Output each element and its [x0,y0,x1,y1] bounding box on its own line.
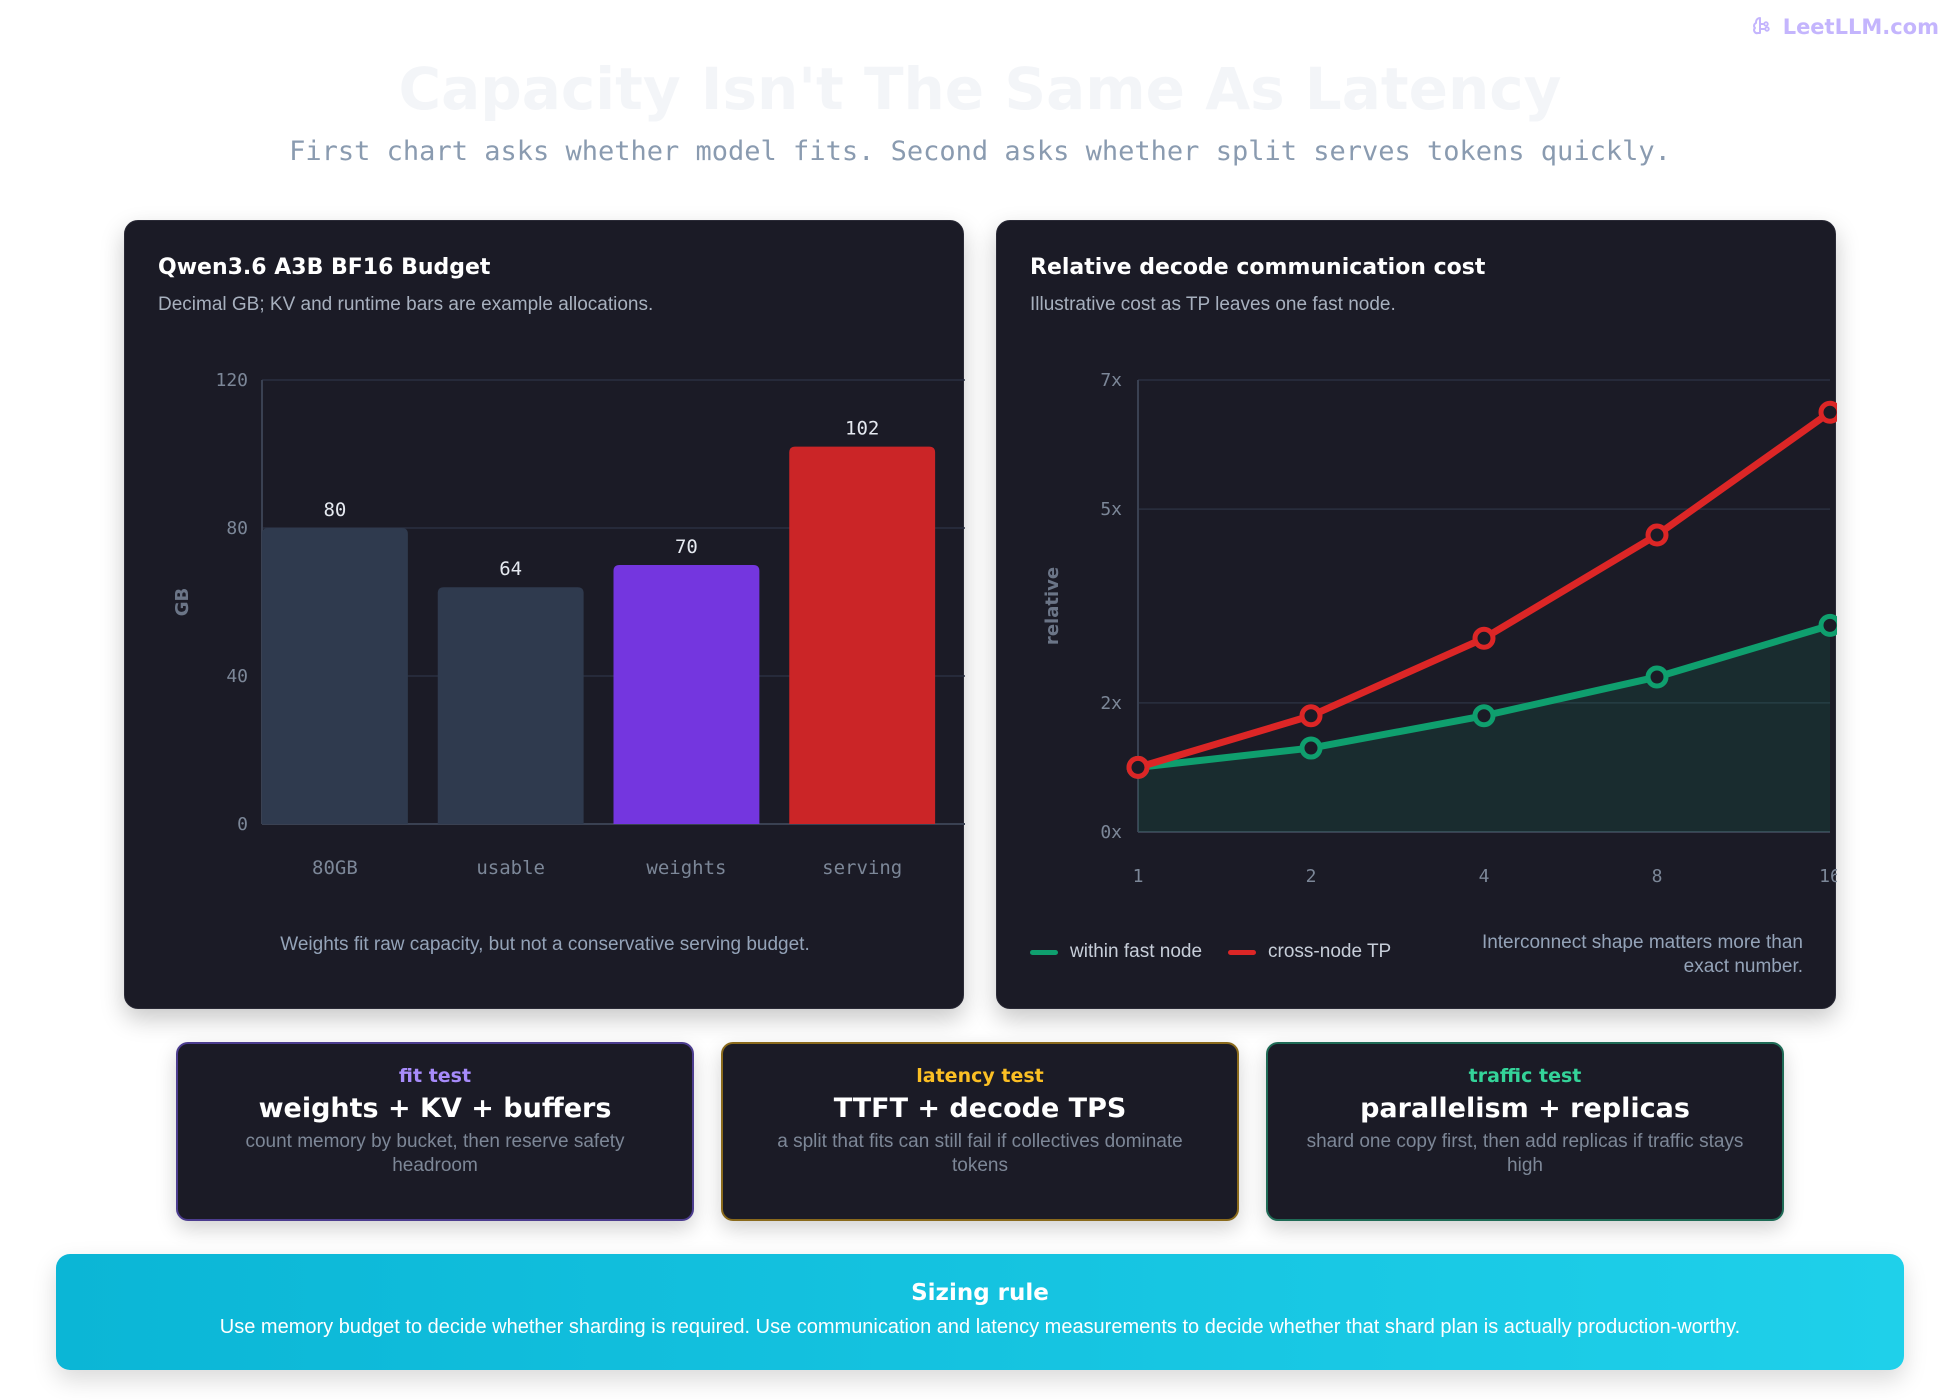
brain-icon [1752,17,1770,35]
y-tick-label: 120 [215,370,248,391]
data-point [1299,736,1323,760]
test-heading: parallelism + replicas [1360,1093,1690,1124]
y-tick-label: 80 [226,518,248,539]
brand-name: LeetLLM.com [1782,15,1939,39]
legend-label: cross-node TP [1268,941,1392,962]
y-tick-label: 7x [1100,370,1122,391]
x-tick-label: serving [822,857,902,879]
data-point [1818,613,1837,637]
chart-title: Relative decode communication cost [1030,255,1486,280]
bar-80GB [262,528,408,824]
y-tick-label: 2x [1100,693,1122,714]
chart-title: Qwen3.6 A3B BF16 Budget [158,255,491,280]
x-tick-label: weights [646,857,726,879]
x-tick-label: 2 [1306,866,1317,887]
x-tick-label: 80GB [312,857,358,879]
data-point [1645,665,1669,689]
test-kicker: fit test [398,1065,472,1087]
rule-text: Use memory budget to decide whether shar… [219,1316,1741,1338]
bar-value-label: 102 [845,418,879,440]
chart-note: Interconnect shape matters more than exa… [1481,932,1803,977]
test-description: a split that fits can still fail if coll… [777,1131,1183,1176]
y-axis-label: relative [1042,567,1063,645]
test-kicker: traffic test [1468,1065,1582,1087]
brand-logo[interactable]: LeetLLM.com [1751,15,1939,39]
test-heading: weights + KV + buffers [258,1093,612,1124]
legend-item-within-fast-node: within fast node [1030,941,1202,963]
test-description: count memory by bucket, then reserve saf… [245,1131,625,1176]
data-point [1472,704,1496,728]
chart-subtitle: Decimal GB; KV and runtime bars are exam… [158,294,654,315]
sizing-rule-banner: Sizing rule Use memory budget to decide … [56,1254,1904,1370]
x-tick-label: 1 [1133,866,1144,887]
y-tick-label: 0x [1100,822,1122,843]
chart-caption: Weights fit raw capacity, but not a cons… [280,934,810,955]
y-tick-label: 40 [226,666,248,687]
comm-cost-chart-card: Relative decode communication cost Illus… [996,220,1837,1009]
legend-swatch [1030,949,1058,955]
data-point [1818,400,1837,424]
y-tick-label: 0 [237,814,248,835]
bar-value-label: 70 [675,536,698,558]
test-heading: TTFT + decode TPS [833,1093,1127,1124]
test-card-traffic: traffic test parallelism + replicas shar… [1266,1042,1784,1221]
data-point [1472,626,1496,650]
bar-serving [789,446,936,824]
legend-label: within fast node [1070,941,1203,962]
test-kicker: latency test [916,1065,1044,1087]
y-axis-label: GB [172,588,193,617]
chart-legend: within fast node cross-node TP [1030,941,1391,963]
bar-weights [613,565,760,824]
page-title: Capacity Isn't The Same As Latency [398,55,1562,123]
data-point [1126,755,1150,779]
test-card-latency: latency test TTFT + decode TPS a split t… [721,1042,1239,1221]
rule-title: Sizing rule [911,1280,1049,1306]
data-point [1645,523,1669,547]
x-tick-label: 16 [1819,866,1837,887]
page-subtitle: First chart asks whether model fits. Sec… [289,136,1671,167]
x-tick-label: usable [476,857,545,879]
test-cards: fit test weights + KV + buffers count me… [176,1042,1784,1221]
bar-usable [437,587,584,824]
chart-subtitle: Illustrative cost as TP leaves one fast … [1030,294,1396,315]
y-tick-label: 5x [1100,499,1122,520]
x-tick-label: 8 [1652,866,1663,887]
bar-value-label: 80 [323,499,346,521]
legend-item-cross-node-tp: cross-node TP [1228,941,1391,963]
x-tick-label: 4 [1479,866,1490,887]
line-chart: 0x 2x 5x 7x 1 2 4 8 16 relative [1042,370,1837,887]
bar-chart: 0 40 80 120 GB 80 80GB 64 usable 70 weights 102 serv… [172,370,965,879]
test-card-fit: fit test weights + KV + buffers count me… [176,1042,694,1221]
test-description: shard one copy first, then add replicas … [1306,1131,1744,1176]
bar-value-label: 64 [499,558,522,580]
data-point [1299,704,1323,728]
budget-chart-card: Qwen3.6 A3B BF16 Budget Decimal GB; KV a… [124,220,965,1009]
legend-swatch [1228,949,1257,955]
